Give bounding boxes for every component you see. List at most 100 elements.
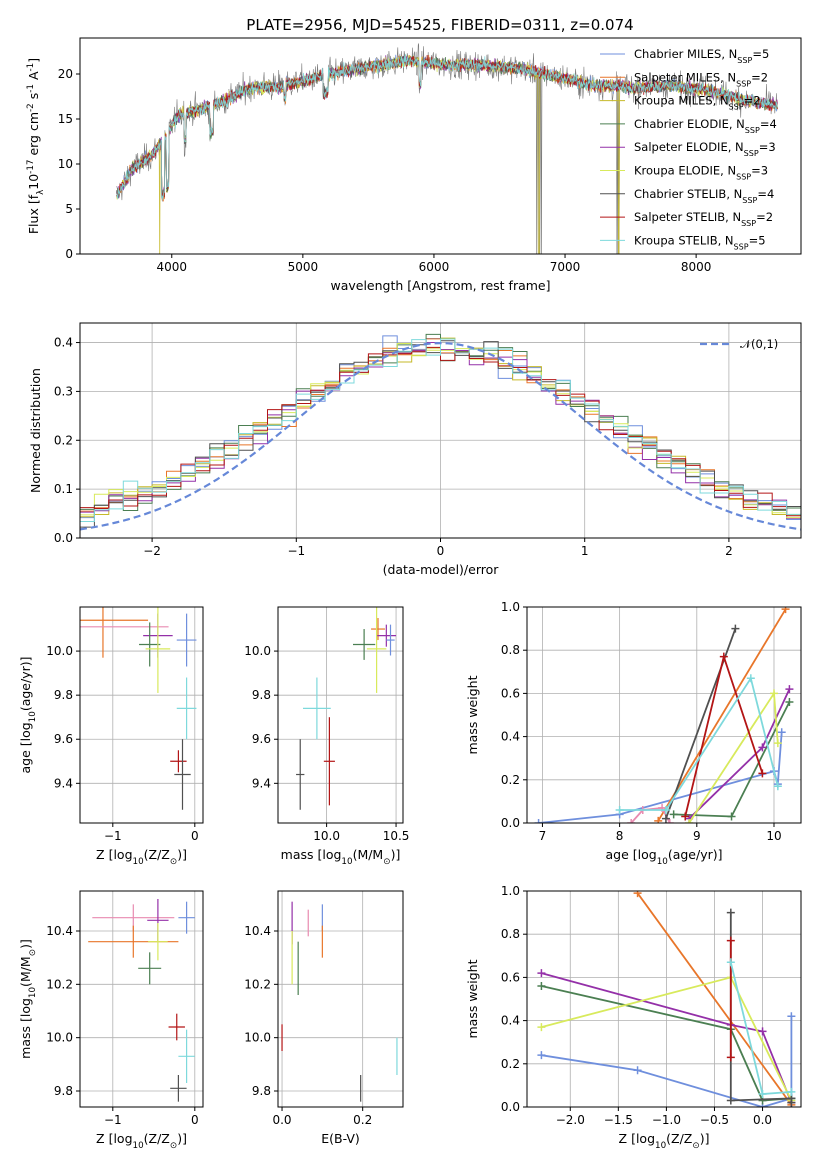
legend-label: 𝒩(0,1) <box>740 337 778 351</box>
weight-point-marker <box>726 1053 735 1062</box>
y-tick-label: 10 <box>58 157 73 171</box>
y-tick-label: 5 <box>65 202 73 216</box>
weight-point-marker <box>665 819 674 823</box>
weight-point-marker <box>681 812 690 821</box>
axes-frame <box>277 606 404 824</box>
gaussian-reference-curve <box>80 341 801 531</box>
y-tick-label: 0.1 <box>54 482 73 496</box>
panel-spectrum: Chabrier MILES, NSSP=5 Salpeter MILES, NS… <box>26 37 802 293</box>
weight-point-marker <box>758 1027 767 1036</box>
panel-mass-weight-vs-metallicity: −2.0 −1.5 −1.0 −0.5 0.0 0.0 0.2 0.4 0.6 0.8 1.0 Z [… <box>465 884 802 1151</box>
y-tick-label: 9.4 <box>252 776 271 790</box>
y-tick-label: 0.2 <box>501 773 520 787</box>
x-axis-label: Z [log10(Z/Z⊙)] <box>96 1131 187 1151</box>
x-axis-label: wavelength [Angstrom, rest frame] <box>330 278 550 293</box>
weight-point-marker <box>758 1090 767 1099</box>
weight-series-line <box>636 892 793 1106</box>
weight-series-line <box>541 1016 793 1107</box>
y-tick-label: 0.3 <box>54 384 73 398</box>
y-axis-label: Flux [fλ10-17 erg cm-2 s-1 A-1] <box>26 58 46 234</box>
weight-point-marker <box>787 1098 796 1107</box>
y-tick-label: 9.4 <box>54 776 73 790</box>
y-tick-label: 9.8 <box>252 1084 271 1098</box>
weight-point-marker <box>781 607 790 614</box>
legend-label: Chabrier MILES, NSSP=5 <box>634 47 769 65</box>
weight-point-marker <box>537 969 546 978</box>
y-tick-label: 9.8 <box>54 1084 73 1098</box>
x-tick-label: 8 <box>616 829 624 843</box>
y-tick-label: 10.0 <box>244 644 271 658</box>
x-tick-label: 10.0 <box>313 829 340 843</box>
histogram-step-kroupa-stelib <box>80 338 801 522</box>
y-axis-label: Normed distribution <box>28 368 43 493</box>
x-tick-label: 0 <box>437 544 445 558</box>
x-axis-label: (data-model)/error <box>383 562 500 577</box>
legend-label: Chabrier STELIB, NSSP=4 <box>634 187 774 205</box>
x-tick-label: −1.0 <box>652 1113 681 1127</box>
legend-label: Salpeter ELODIE, NSSP=3 <box>634 140 776 158</box>
x-tick-label: 10.5 <box>383 829 410 843</box>
weight-point-marker <box>537 982 546 991</box>
axes-frame <box>526 890 802 1108</box>
weight-point-marker <box>537 1051 546 1060</box>
weight-point-marker <box>726 1096 735 1105</box>
legend-label: Kroupa ELODIE, NSSP=3 <box>634 164 768 182</box>
weight-point-marker <box>758 743 767 752</box>
axes-frame <box>79 606 204 824</box>
y-tick-label: 10.4 <box>46 924 73 938</box>
weight-point-marker <box>633 891 642 898</box>
x-tick-label: 0.0 <box>753 1113 772 1127</box>
x-axis-label: E(B-V) <box>321 1131 360 1146</box>
legend-label: Chabrier ELODIE, NSSP=4 <box>634 117 777 134</box>
y-tick-label: 0.0 <box>54 531 73 545</box>
weight-point-marker <box>785 685 794 694</box>
weight-point-marker <box>731 624 740 633</box>
weight-point-marker <box>769 689 778 698</box>
y-tick-label: 0.0 <box>501 1100 520 1114</box>
y-tick-label: 9.6 <box>54 732 73 746</box>
weight-series-line <box>729 912 793 1103</box>
x-tick-label: 0.0 <box>272 1113 291 1127</box>
y-tick-label: 0.2 <box>501 1057 520 1071</box>
x-tick-label: 0 <box>191 1113 199 1127</box>
x-tick-label: 2 <box>725 544 733 558</box>
weight-point-marker <box>726 936 735 945</box>
y-axis-label: mass [log10(M/M⊙)] <box>18 939 38 1059</box>
weight-point-marker <box>654 816 663 823</box>
plot-area <box>80 607 197 810</box>
x-tick-label: 7000 <box>550 260 581 274</box>
weight-point-marker <box>787 1012 796 1021</box>
plot-area <box>281 901 398 1102</box>
x-tick-label: −1.5 <box>604 1113 633 1127</box>
x-tick-label: −1 <box>104 829 122 843</box>
weight-point-marker <box>777 728 786 737</box>
weight-point-marker <box>719 652 728 661</box>
weight-point-marker <box>773 739 782 748</box>
y-tick-label: 0.4 <box>501 730 520 744</box>
x-tick-label: 0 <box>191 829 199 843</box>
x-tick-label: 6000 <box>419 260 450 274</box>
weight-point-marker <box>615 806 624 815</box>
x-tick-label: 4000 <box>156 260 187 274</box>
x-tick-label: 0.2 <box>353 1113 372 1127</box>
plot-area <box>88 899 195 1102</box>
axes-frame <box>277 890 404 1108</box>
x-axis-label: Z [log10(Z/Z⊙)] <box>96 847 187 867</box>
y-tick-label: 20 <box>58 67 73 81</box>
weight-point-marker <box>726 958 735 967</box>
weight-point-marker <box>661 806 670 815</box>
x-tick-label: −1 <box>287 544 305 558</box>
plot-area <box>80 333 801 531</box>
y-axis-label: age [log10(age/yr)] <box>18 656 38 773</box>
x-axis-label: age [log10(age/yr)] <box>605 847 722 867</box>
spectrum-legend: Chabrier MILES, NSSP=5 Salpeter MILES, NS… <box>600 47 777 251</box>
panel-mass-weight-vs-age: 7 8 9 10 0.0 0.2 0.4 0.6 0.8 1.0 age [log10(age/yr… <box>465 600 802 867</box>
plot-area <box>296 607 397 810</box>
y-tick-label: 15 <box>58 112 73 126</box>
weight-point-marker <box>669 810 678 819</box>
x-tick-label: 1 <box>581 544 589 558</box>
x-tick-label: 5000 <box>288 260 319 274</box>
x-axis-label: mass [log10(M/M⊙)] <box>281 847 401 867</box>
axes-frame <box>79 37 802 255</box>
y-tick-label: 9.6 <box>252 732 271 746</box>
